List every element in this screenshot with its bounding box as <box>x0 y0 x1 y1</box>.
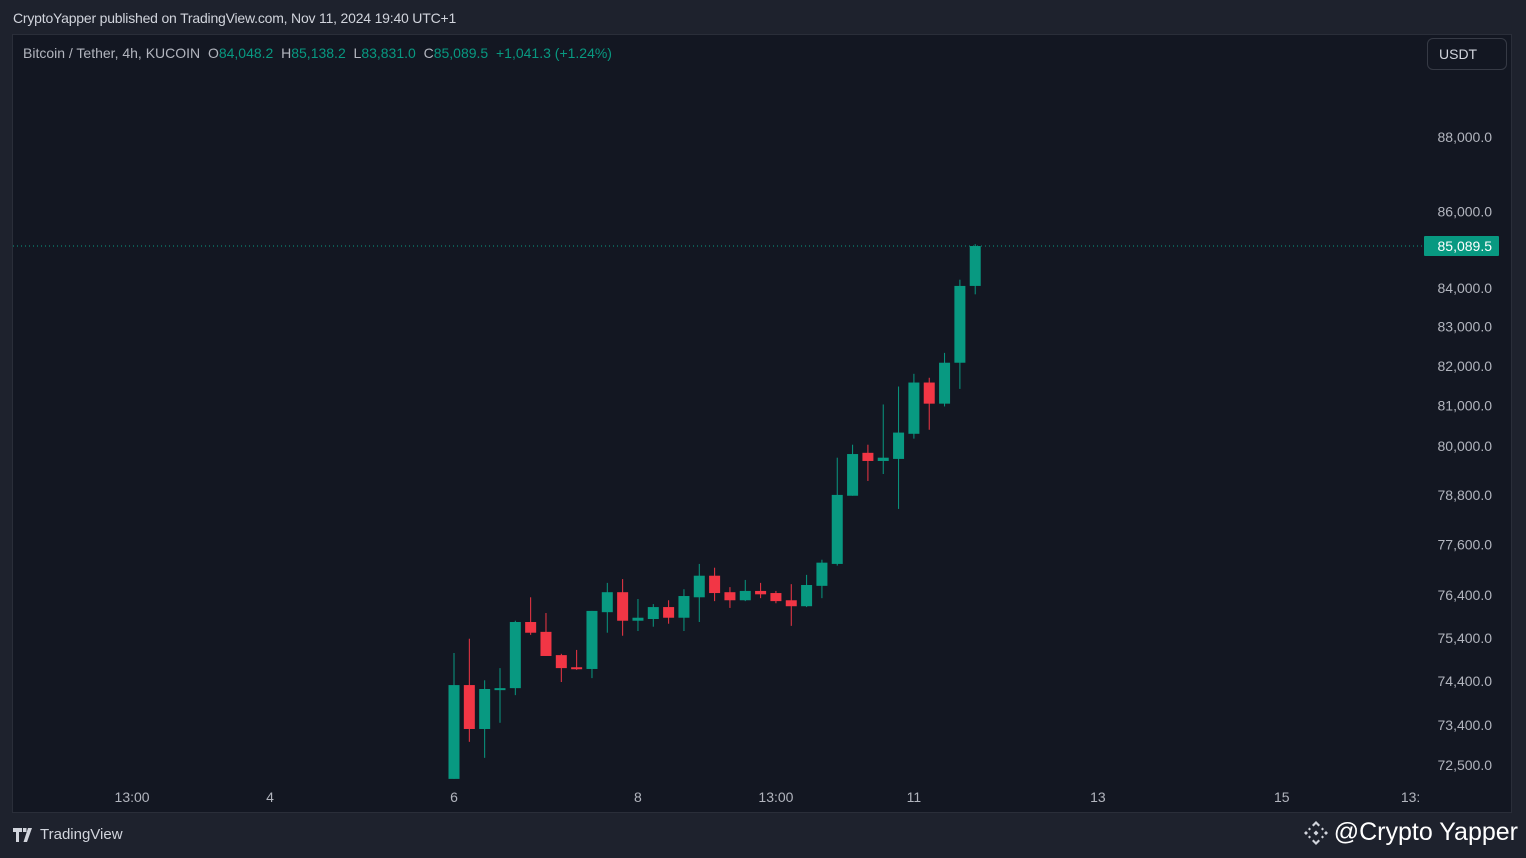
candle-body <box>647 607 659 620</box>
candle-body <box>540 631 552 656</box>
y-tick-label: 77,600.0 <box>1438 537 1493 553</box>
candle-body <box>954 285 966 363</box>
candle-body <box>893 432 905 459</box>
candle-body <box>463 685 475 729</box>
x-tick-label: 8 <box>634 789 642 805</box>
y-tick-label: 88,000.0 <box>1438 129 1493 145</box>
high-label: H <box>281 45 292 61</box>
candle-body <box>923 382 935 404</box>
currency-button[interactable]: USDT <box>1427 38 1507 70</box>
y-tick-label: 73,400.0 <box>1438 717 1493 733</box>
candle-body <box>724 592 736 601</box>
x-tick-label: 4 <box>266 789 274 805</box>
candle-body <box>632 617 644 621</box>
candle-body <box>801 585 813 607</box>
chart-pane[interactable] <box>12 34 1512 813</box>
x-tick-label: 15 <box>1274 789 1290 805</box>
candle-body <box>448 685 460 779</box>
watermark-text: @Crypto Yapper <box>1333 818 1518 846</box>
y-tick-label: 78,800.0 <box>1438 487 1493 503</box>
x-tick-label: 13: <box>1401 789 1420 805</box>
tradingview-logo-icon <box>13 827 32 842</box>
x-tick-label: 13:00 <box>115 789 150 805</box>
ohlc-legend: Bitcoin / Tether, 4h, KUCOIN O84,048.2 H… <box>23 45 612 61</box>
tradingview-brand: TradingView <box>40 826 123 843</box>
y-tick-label: 86,000.0 <box>1438 204 1493 220</box>
candle-body <box>939 362 951 404</box>
last-price-label: 85,089.5 <box>1438 238 1493 254</box>
candle-body <box>601 592 613 613</box>
y-tick-label: 84,000.0 <box>1438 280 1493 296</box>
candle-body <box>969 246 981 286</box>
y-tick-label: 72,500.0 <box>1438 757 1493 773</box>
watermark: @Crypto Yapper <box>1302 818 1518 847</box>
candle-body <box>586 610 598 669</box>
candle-body <box>908 382 920 434</box>
symbol-label[interactable]: Bitcoin / Tether, 4h, KUCOIN <box>23 45 201 61</box>
binance-logo-icon <box>1303 820 1328 845</box>
tradingview-logo[interactable]: TradingView <box>13 826 123 843</box>
x-tick-label: 11 <box>907 789 922 805</box>
candle-body <box>847 454 859 496</box>
candle-body <box>479 689 491 729</box>
x-tick-label: 13:00 <box>758 789 793 805</box>
candle-body <box>494 688 506 691</box>
y-tick-label: 82,000.0 <box>1438 358 1493 374</box>
candle-body <box>617 592 629 621</box>
candle-body <box>739 590 751 601</box>
candle-body <box>770 593 782 602</box>
open-label: O <box>207 45 219 61</box>
candle-body <box>877 457 889 461</box>
candle-body <box>785 600 797 607</box>
x-tick-label: 6 <box>450 789 458 805</box>
close-label: C <box>423 45 434 61</box>
candle-body <box>509 622 521 689</box>
y-tick-label: 81,000.0 <box>1438 398 1493 414</box>
low-label: L <box>353 45 362 61</box>
candle-body <box>663 607 675 618</box>
y-tick-label: 83,000.0 <box>1438 319 1493 335</box>
candle-body <box>571 667 583 670</box>
candle-body <box>693 575 705 598</box>
candle-body <box>709 575 721 594</box>
y-tick-label: 76,400.0 <box>1438 587 1493 603</box>
last-price-badge <box>1424 236 1499 257</box>
candle-body <box>678 596 690 618</box>
high-value: 85,138.2 <box>291 45 346 61</box>
candle-body <box>831 494 843 564</box>
candle-body <box>862 452 874 461</box>
candle-body <box>525 622 537 633</box>
y-tick-label: 74,400.0 <box>1438 673 1493 689</box>
y-tick-label: 80,000.0 <box>1438 438 1493 454</box>
candle-body <box>755 590 767 595</box>
x-tick-label: 13 <box>1090 789 1106 805</box>
low-value: 83,831.0 <box>361 45 416 61</box>
close-value: 85,089.5 <box>433 45 489 61</box>
change-value: +1,041.3 (+1.24%) <box>496 45 612 61</box>
publish-info: CryptoYapper published on TradingView.co… <box>13 10 457 26</box>
open-value: 84,048.2 <box>218 45 274 61</box>
candle-body <box>816 562 828 586</box>
y-tick-label: 75,400.0 <box>1438 630 1493 646</box>
candle-body <box>555 655 567 669</box>
